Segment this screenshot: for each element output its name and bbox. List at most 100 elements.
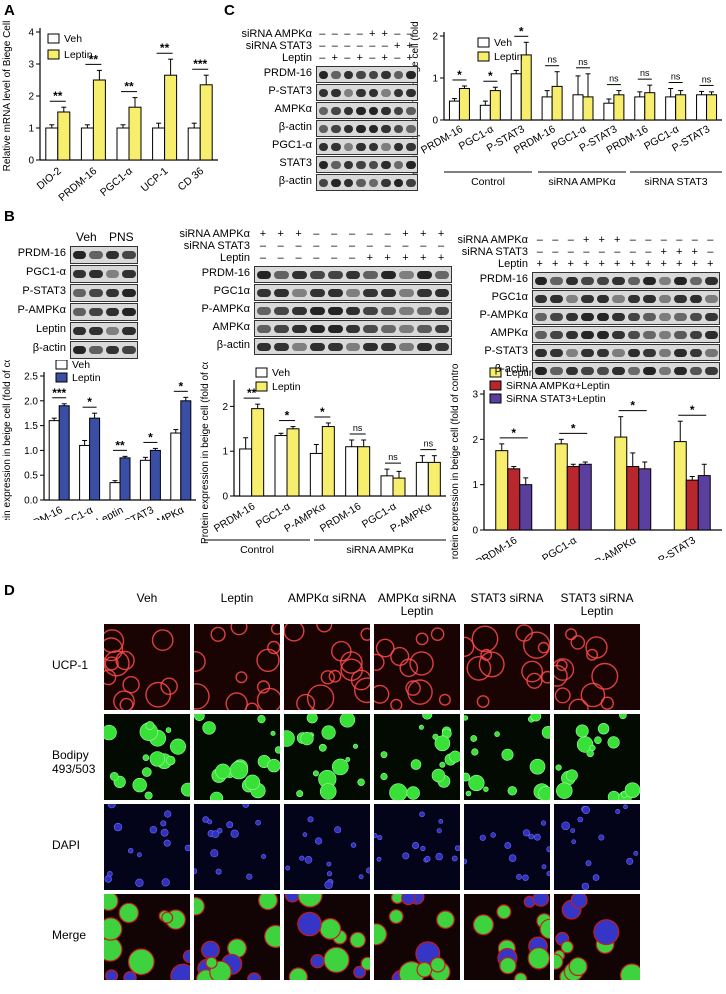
cell-shape	[225, 692, 248, 710]
blot-band	[596, 312, 609, 321]
cell-shape	[360, 956, 370, 971]
blot-band	[318, 160, 328, 169]
blot-band	[596, 294, 609, 303]
bar-leptin	[199, 84, 213, 161]
cell-shape	[471, 748, 479, 756]
micrograph-tile	[374, 804, 460, 890]
blot-band	[399, 324, 414, 333]
blot-band	[331, 70, 341, 79]
significance-label: *	[87, 395, 92, 409]
legend-swatch	[255, 367, 268, 378]
significance-label: *	[511, 426, 516, 440]
bar-leptin	[128, 106, 142, 161]
cell-shape	[181, 782, 190, 797]
cell-shape	[530, 714, 542, 722]
blot-band	[627, 330, 640, 339]
bar-sirna-stat3-leptin	[697, 475, 711, 531]
blot-band	[596, 348, 609, 357]
category-label: PRDM-16	[419, 123, 465, 157]
bar-leptin	[613, 94, 625, 121]
blot-band	[705, 276, 718, 285]
blot-band	[550, 366, 563, 375]
treatment-row: siRNA STAT3– – – – – – + +	[0, 40, 726, 52]
micrograph-tile	[464, 624, 550, 710]
blot-band	[596, 276, 609, 285]
cell-shape	[390, 646, 410, 667]
treatment-mark: –	[552, 234, 559, 246]
cell-shape	[533, 833, 541, 841]
cell-shape	[585, 860, 592, 867]
blot-band	[581, 348, 594, 357]
blot-header: PNS	[109, 230, 134, 244]
blot-band	[363, 288, 379, 297]
bar-veh	[309, 452, 323, 497]
treatment-mark: +	[369, 28, 376, 40]
treatment-row: siRNA AMPKα – – – + + + – – – – – –	[0, 234, 726, 246]
blot-band	[318, 178, 328, 187]
blot-band	[89, 346, 103, 354]
treatment-mark: –	[394, 28, 401, 40]
bar-leptin	[92, 79, 106, 161]
cell-shape	[507, 786, 517, 796]
significance-label: *	[571, 421, 576, 435]
treatment-mark: +	[259, 228, 267, 240]
blot-band	[343, 178, 353, 187]
blot-band	[612, 312, 625, 321]
treatment-mark: –	[402, 240, 409, 252]
blot-band	[581, 276, 594, 285]
cell-shape	[104, 724, 117, 741]
cell-shape	[470, 735, 478, 742]
y-tick-label: 1.5	[24, 421, 38, 432]
treatment-mark: –	[259, 240, 266, 252]
treatment-mark: –	[319, 52, 326, 64]
micrograph-tile	[194, 804, 280, 890]
cell-shape	[554, 953, 564, 970]
blot-row-label: P-AMPKα	[201, 303, 250, 315]
cell-shape	[246, 873, 253, 880]
bar-leptin	[180, 400, 192, 501]
blot-band	[274, 342, 290, 351]
blot-band	[534, 294, 547, 303]
cell-shape	[591, 662, 619, 690]
cell-shape	[164, 810, 172, 818]
treatment-mark: –	[295, 240, 302, 252]
treatment-mark: –	[369, 52, 376, 64]
blot-band	[393, 70, 403, 79]
micrograph-tile	[284, 804, 370, 890]
blot-row-label: Leptin	[36, 323, 66, 335]
blot-strip	[254, 302, 452, 319]
y-tick-label: 2	[28, 92, 34, 103]
blot-band	[343, 142, 353, 151]
treatment-mark: –	[277, 240, 284, 252]
blot-band	[627, 366, 640, 375]
blot-band	[612, 330, 625, 339]
blot-band	[274, 270, 290, 279]
blot-band	[381, 124, 391, 133]
micrograph-tile	[104, 804, 190, 890]
cell-shape	[230, 829, 239, 838]
cell-shape	[478, 651, 505, 678]
blot-band	[345, 324, 361, 333]
blot-band	[705, 312, 718, 321]
micrograph-tile	[194, 894, 280, 980]
blot-strip	[316, 156, 418, 173]
y-tick-label: 0	[222, 492, 228, 503]
blot-band	[256, 342, 272, 351]
group-label: siRNA AMPKα	[346, 544, 413, 556]
cell-shape	[304, 855, 313, 864]
blot-band	[318, 106, 328, 115]
bar-leptin	[706, 94, 718, 121]
micro-row-label: UCP-1	[52, 658, 89, 672]
cell-shape	[376, 856, 382, 862]
cell-shape	[165, 755, 176, 766]
blot-band	[381, 142, 391, 151]
blot-band	[122, 327, 136, 335]
blot-band	[434, 306, 450, 315]
cell-shape	[202, 816, 209, 823]
cell-shape	[494, 731, 500, 737]
blot-band	[381, 178, 391, 187]
y-tick-label: 0	[432, 116, 438, 127]
blot-strip	[70, 341, 138, 359]
legend-swatch	[477, 37, 490, 48]
treatment-mark: +	[420, 228, 427, 240]
